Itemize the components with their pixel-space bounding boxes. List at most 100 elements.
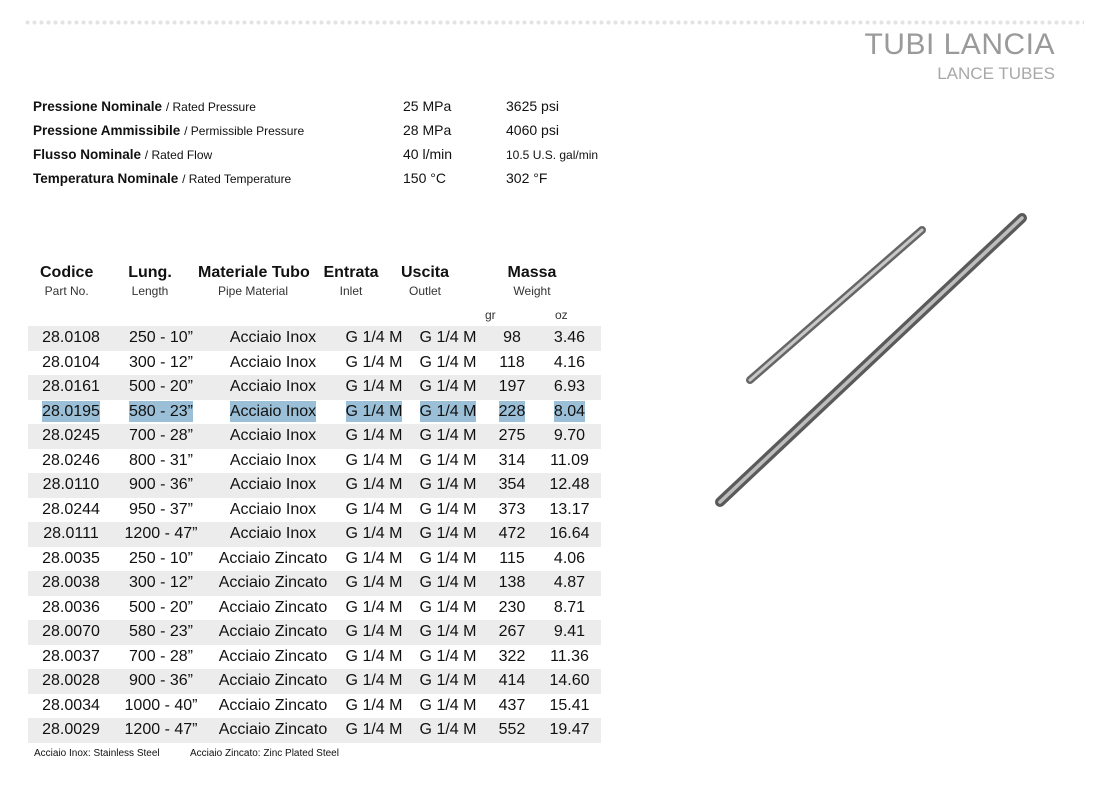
cell-part-no: 28.0111 bbox=[28, 522, 114, 547]
cell-text: 437 bbox=[498, 696, 526, 714]
cell-text: G 1/4 M bbox=[419, 525, 477, 543]
cell-text: 500 - 20” bbox=[128, 598, 194, 616]
cell-text: 800 - 31” bbox=[128, 451, 194, 469]
spec-label: Flusso Nominale bbox=[33, 147, 142, 162]
table-row: 28.0036 500 - 20” Acciaio Zincato G 1/4 M G … bbox=[28, 596, 601, 621]
cell-length: 900 - 36” bbox=[114, 669, 208, 694]
cell-weight-oz: 9.41 bbox=[538, 620, 601, 645]
cell-text: G 1/4 M bbox=[419, 353, 477, 371]
cell-inlet: G 1/4 M bbox=[338, 449, 410, 474]
cell-text: Acciaio Inox bbox=[229, 378, 317, 396]
table-row: 28.0161 500 - 20” Acciaio Inox G 1/4 M G 1/4… bbox=[28, 375, 601, 400]
header-en: Weight bbox=[513, 284, 551, 298]
header-it: Materiale Tubo bbox=[198, 264, 310, 281]
note-inox: Acciaio Inox: Stainless Steel bbox=[34, 748, 160, 759]
table-row: 28.0245 700 - 28” Acciaio Inox G 1/4 M G 1/4… bbox=[28, 424, 601, 449]
header-it: Codice bbox=[40, 264, 94, 281]
cell-material: Acciaio Inox bbox=[208, 498, 338, 523]
table-row: 28.0111 1200 - 47” Acciaio Inox G 1/4 M G 1/… bbox=[28, 522, 601, 547]
cell-part-no: 28.0028 bbox=[28, 669, 114, 694]
cell-text: 900 - 36” bbox=[128, 476, 194, 494]
table-row: 28.0034 1000 - 40” Acciaio Zincato G 1/4 M G… bbox=[28, 694, 601, 719]
cell-text: 4.06 bbox=[553, 549, 586, 567]
cell-text: G 1/4 M bbox=[419, 598, 477, 616]
cell-text: G 1/4 M bbox=[419, 672, 477, 690]
cell-text: 98 bbox=[503, 329, 521, 347]
cell-weight-gr: 373 bbox=[486, 498, 538, 523]
cell-text: 28.0161 bbox=[42, 378, 100, 396]
cell-text: 28.0035 bbox=[42, 549, 100, 567]
cell-text: 28.0108 bbox=[42, 329, 100, 347]
table-row: 28.0110 900 - 36” Acciaio Inox G 1/4 M G 1/4… bbox=[28, 473, 601, 498]
cell-outlet: G 1/4 M bbox=[410, 424, 486, 449]
spec-label: Pressione Nominale bbox=[33, 99, 163, 114]
cell-text: Acciaio Zincato bbox=[218, 647, 328, 665]
cell-outlet: G 1/4 M bbox=[410, 400, 486, 425]
cell-text: 197 bbox=[498, 378, 526, 396]
cell-outlet: G 1/4 M bbox=[410, 694, 486, 719]
cell-weight-gr: 115 bbox=[486, 547, 538, 572]
spec-imperial: 10.5 U.S. gal/min bbox=[506, 148, 599, 162]
cell-text: G 1/4 M bbox=[419, 378, 477, 396]
cell-text: G 1/4 M bbox=[345, 329, 403, 347]
cell-weight-gr: 472 bbox=[486, 522, 538, 547]
cell-text: G 1/4 M bbox=[345, 672, 403, 690]
header-en: Length bbox=[131, 284, 169, 298]
table-row: 28.0038 300 - 12” Acciaio Zincato G 1/4 M G … bbox=[28, 571, 601, 596]
cell-text: 118 bbox=[499, 353, 525, 371]
column-header-outlet: Uscita Outlet bbox=[398, 264, 452, 298]
cell-text: 12.48 bbox=[549, 476, 590, 494]
cell-inlet: G 1/4 M bbox=[338, 669, 410, 694]
spec-imperial: 4060 psi bbox=[506, 122, 559, 138]
cell-text: 354 bbox=[498, 476, 526, 494]
cell-outlet: G 1/4 M bbox=[410, 375, 486, 400]
spec-label-en: / Rated Temperature bbox=[182, 172, 292, 186]
dotted-divider bbox=[24, 20, 1084, 25]
cell-text: Acciaio Zincato bbox=[218, 696, 328, 714]
cell-outlet: G 1/4 M bbox=[410, 351, 486, 376]
cell-part-no: 28.0035 bbox=[28, 547, 114, 572]
cell-text: 11.09 bbox=[550, 451, 589, 469]
cell-weight-gr: 437 bbox=[486, 694, 538, 719]
cell-outlet: G 1/4 M bbox=[410, 522, 486, 547]
cell-text: 28.0246 bbox=[42, 451, 100, 469]
cell-outlet: G 1/4 M bbox=[410, 473, 486, 498]
spec-metric: 25 MPa bbox=[403, 98, 452, 114]
cell-text: 4.16 bbox=[553, 353, 586, 371]
cell-material: Acciaio Zincato bbox=[208, 620, 338, 645]
cell-text: Acciaio Zincato bbox=[218, 721, 328, 739]
note-zincato: Acciaio Zincato: Zinc Plated Steel bbox=[190, 748, 339, 759]
cell-inlet: G 1/4 M bbox=[338, 400, 410, 425]
cell-length: 700 - 28” bbox=[114, 645, 208, 670]
cell-weight-gr: 552 bbox=[486, 718, 538, 743]
cell-text: 228 bbox=[498, 400, 526, 422]
cell-length: 300 - 12” bbox=[114, 571, 208, 596]
cell-text: 28.0036 bbox=[42, 598, 100, 616]
cell-part-no: 28.0104 bbox=[28, 351, 114, 376]
cell-text: 3.46 bbox=[553, 329, 586, 347]
column-header-part-no: Codice Part No. bbox=[40, 264, 93, 298]
cell-outlet: G 1/4 M bbox=[410, 326, 486, 351]
cell-text: 28.0034 bbox=[42, 696, 100, 714]
cell-weight-gr: 322 bbox=[486, 645, 538, 670]
cell-text: G 1/4 M bbox=[345, 500, 403, 518]
cell-text: 950 - 37” bbox=[128, 500, 194, 518]
cell-part-no: 28.0036 bbox=[28, 596, 114, 621]
cell-text: Acciaio Inox bbox=[229, 353, 317, 371]
cell-weight-oz: 14.60 bbox=[538, 669, 601, 694]
page-title: TUBI LANCIA bbox=[864, 28, 1055, 61]
long-tube-highlight bbox=[718, 216, 1024, 504]
header-en: Part No. bbox=[44, 284, 89, 298]
cell-text: G 1/4 M bbox=[419, 696, 477, 714]
cell-text: 9.41 bbox=[553, 623, 586, 641]
cell-text: Acciaio Inox bbox=[229, 525, 317, 543]
cell-text: G 1/4 M bbox=[345, 721, 403, 739]
cell-length: 250 - 10” bbox=[114, 326, 208, 351]
cell-length: 500 - 20” bbox=[114, 375, 208, 400]
cell-inlet: G 1/4 M bbox=[338, 620, 410, 645]
cell-length: 1200 - 47” bbox=[114, 718, 208, 743]
cell-inlet: G 1/4 M bbox=[338, 424, 410, 449]
header-en: Pipe Material bbox=[217, 284, 289, 298]
cell-text: 267 bbox=[498, 623, 526, 641]
cell-length: 250 - 10” bbox=[114, 547, 208, 572]
